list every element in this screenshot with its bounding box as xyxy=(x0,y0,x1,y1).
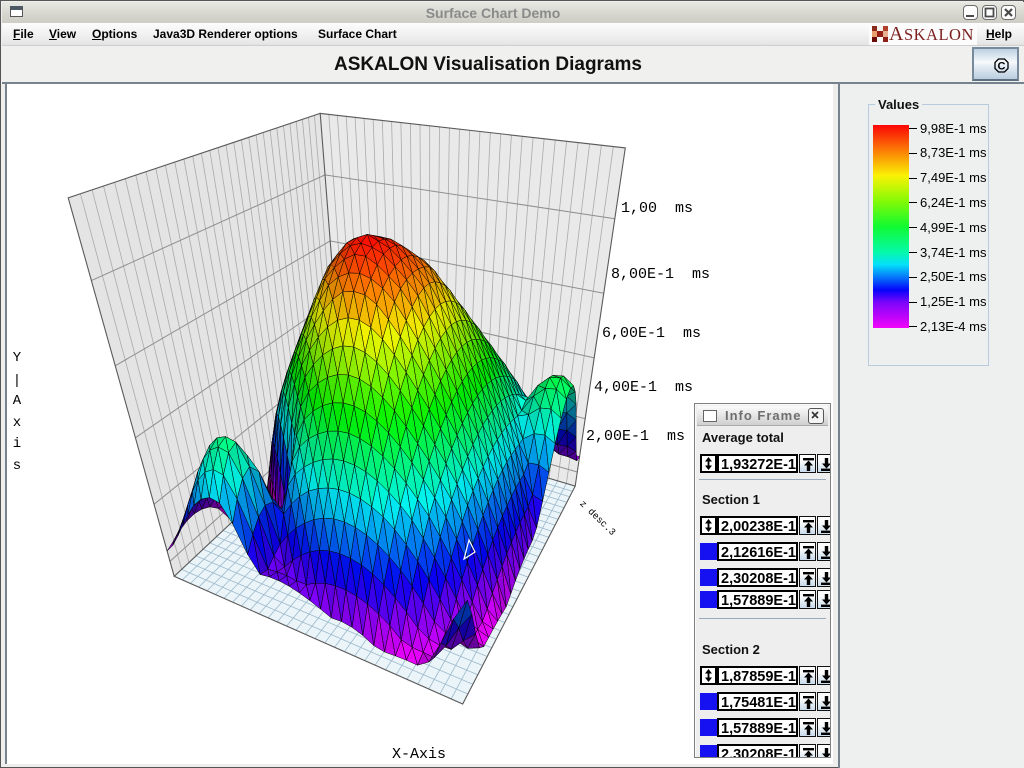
svg-text:8,00E-1 ms: 8,00E-1 ms xyxy=(611,266,710,283)
svg-text:X-Axis: X-Axis xyxy=(392,746,446,763)
svg-text:1,00 ms: 1,00 ms xyxy=(621,200,693,217)
svg-text:6,00E-1 ms: 6,00E-1 ms xyxy=(602,325,701,342)
svg-text:x: x xyxy=(13,415,21,431)
svg-text:A: A xyxy=(13,393,22,409)
svg-text:z desc.3: z desc.3 xyxy=(577,498,618,538)
svg-text:2,00E-1 ms: 2,00E-1 ms xyxy=(586,428,685,445)
svg-text:Y: Y xyxy=(13,350,22,366)
svg-text:|: | xyxy=(13,373,21,389)
svg-text:s: s xyxy=(13,458,21,474)
svg-text:4,00E-1 ms: 4,00E-1 ms xyxy=(594,379,693,396)
svg-text:C: C xyxy=(998,61,1006,73)
svg-text:i: i xyxy=(13,436,21,452)
